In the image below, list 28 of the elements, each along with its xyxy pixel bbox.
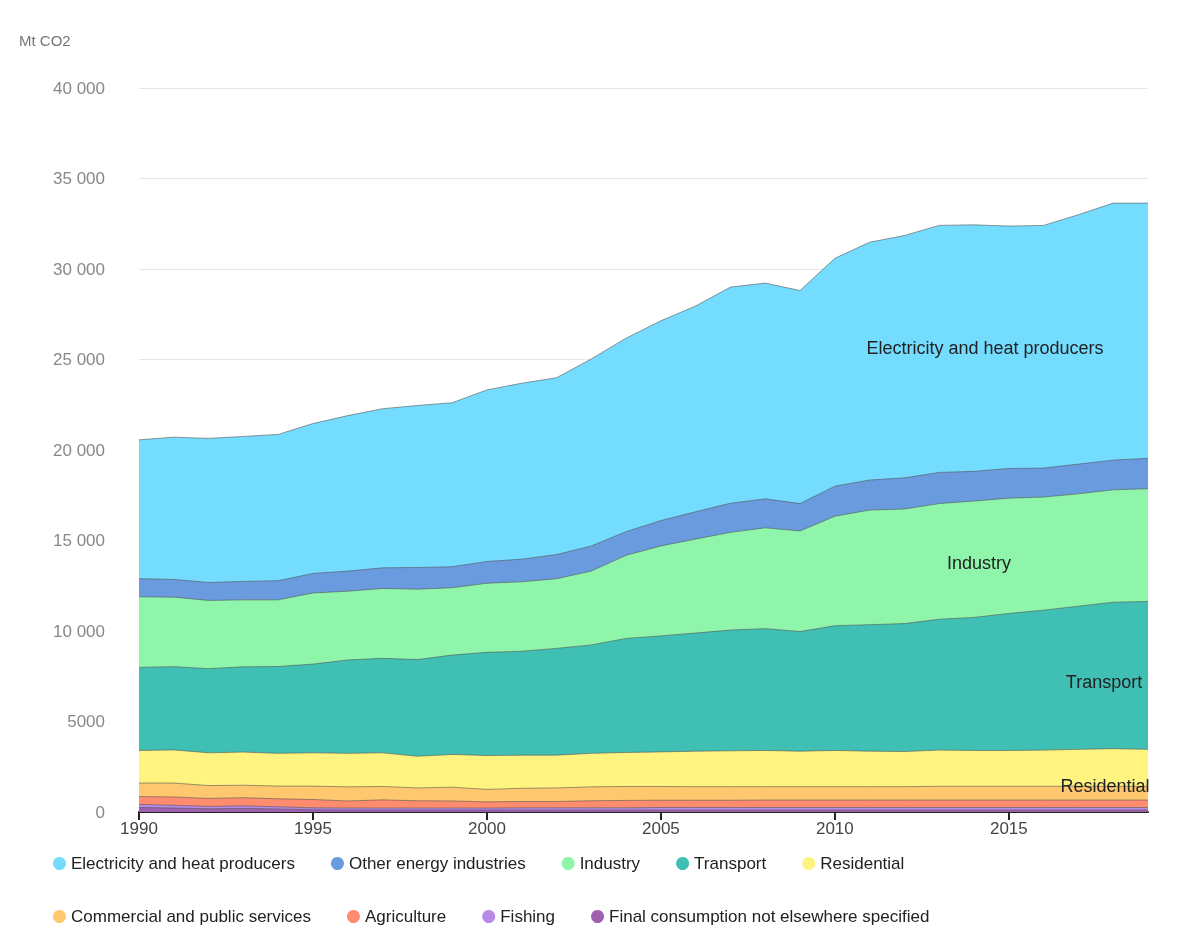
y-tick-label: 25 000 [53,350,105,369]
x-tick-label: 2010 [815,819,854,838]
legend-label: Other energy industries [348,854,526,873]
legend-label: Final consumption not elsewhere specified [609,907,930,926]
annotation: Industry [946,553,1012,573]
legend-label: Transport [694,854,767,873]
y-axis-title: Mt CO2 [19,32,71,49]
y-tick-label: 0 [95,802,105,822]
x-tick-label: 2000 [468,819,506,838]
x-tick-label: 2005 [641,819,680,838]
y-tick-label: 5000 [67,712,105,731]
y-tick-label: 15 000 [53,531,105,550]
legend-label: Electricity and heat producers [71,854,295,873]
x-tick-label: 2015 [989,819,1028,838]
y-tick-label: 10 000 [53,621,105,641]
annotation: Electricity and heat producers [866,338,1104,358]
y-tick-label: 40 000 [53,78,105,98]
y-tick-label: 35 000 [53,169,105,188]
legend-label: Fishing [500,907,556,926]
legend-label: Residential [820,854,905,873]
y-tick-label: 20 000 [53,440,105,460]
legend-label: Commercial and public services [71,907,311,926]
legend-label: Agriculture [364,907,447,926]
x-tick-label: 1995 [294,819,332,838]
legend-label: Industry [579,854,641,873]
annotation: Transport [1065,672,1143,692]
x-tick-label: 1990 [120,819,158,838]
y-tick-label: 30 000 [53,259,105,279]
